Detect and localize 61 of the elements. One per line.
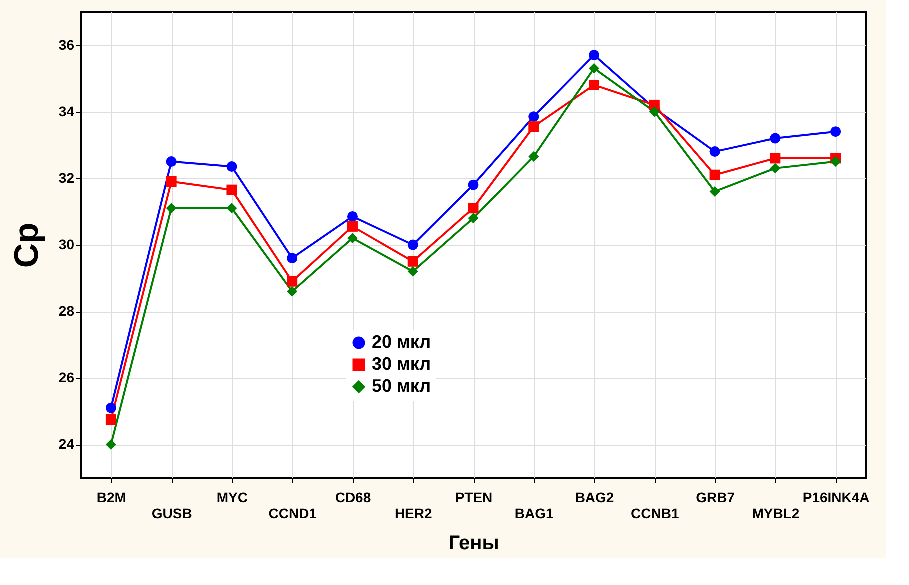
point xyxy=(226,184,238,196)
point xyxy=(468,180,479,190)
point xyxy=(830,126,842,138)
x-tick-label: BAG1 xyxy=(514,506,554,522)
y-tick-label: 28 xyxy=(58,303,75,320)
y-tick-label: 34 xyxy=(58,103,75,120)
point xyxy=(710,170,720,180)
point xyxy=(287,286,298,297)
point xyxy=(106,439,116,450)
point xyxy=(589,63,600,74)
point xyxy=(287,276,298,287)
point xyxy=(106,402,116,414)
y-axis-title: Cp xyxy=(8,222,46,268)
point xyxy=(347,233,358,244)
point xyxy=(649,106,660,118)
y-tick-label: 32 xyxy=(58,170,75,186)
x-tick-label: MYBL2 xyxy=(752,506,800,522)
point xyxy=(468,213,479,224)
point xyxy=(830,156,842,168)
point xyxy=(408,256,418,267)
y-tick-label: 36 xyxy=(58,36,75,53)
x-tick-label: HER2 xyxy=(394,506,432,522)
point xyxy=(468,203,479,214)
legend-label: 30 мкл xyxy=(372,354,432,374)
x-tick-label: BAG2 xyxy=(575,490,614,506)
legend-label: 20 мкл xyxy=(372,332,432,352)
point xyxy=(589,80,600,90)
point xyxy=(347,221,358,232)
x-tick-label: GUSB xyxy=(152,506,192,522)
point xyxy=(528,152,540,162)
point xyxy=(770,163,781,174)
legend-label: 50 мкл xyxy=(372,376,432,396)
x-tick-label: CD68 xyxy=(335,490,372,506)
x-tick-label: CCNB1 xyxy=(631,506,680,522)
x-tick-label: P16INK4A xyxy=(802,490,870,506)
point xyxy=(166,156,177,168)
point xyxy=(408,266,418,277)
point xyxy=(770,153,781,164)
y-tick-label: 30 xyxy=(58,236,75,252)
point xyxy=(166,176,177,187)
point xyxy=(528,112,540,122)
y-tick-label: 26 xyxy=(58,370,75,386)
x-tick-label: CCND1 xyxy=(268,506,318,522)
point xyxy=(770,133,781,144)
point xyxy=(528,122,540,132)
point xyxy=(589,50,600,61)
point xyxy=(408,240,418,250)
point xyxy=(226,162,238,172)
point xyxy=(710,146,720,158)
x-tick-label: MYC xyxy=(216,490,248,506)
point xyxy=(226,203,238,214)
point xyxy=(710,186,720,197)
x-tick-label: GRB7 xyxy=(696,490,736,506)
x-tick-label: PTEN xyxy=(455,490,493,506)
x-tick-label: B2M xyxy=(96,490,126,506)
x-axis-title: Гены xyxy=(448,532,500,554)
point xyxy=(347,211,358,222)
point xyxy=(106,414,116,425)
point xyxy=(166,203,177,214)
point xyxy=(287,253,298,264)
y-tick-label: 24 xyxy=(58,436,75,452)
